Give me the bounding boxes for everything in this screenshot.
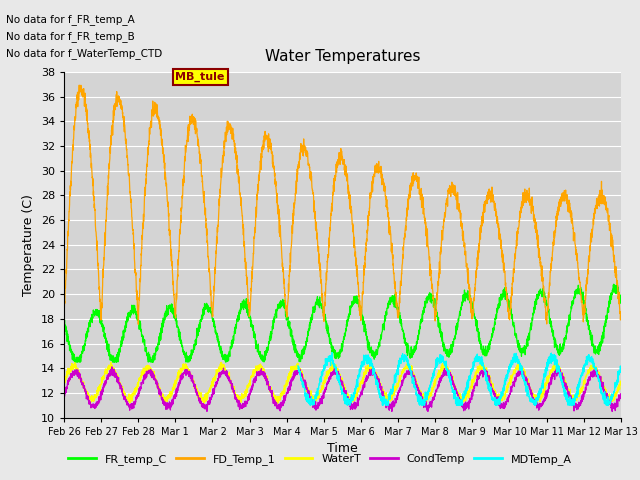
Line: WaterT: WaterT: [64, 361, 621, 404]
FR_temp_C: [298, 356, 306, 362]
FR_temp_C: [274, 302, 282, 308]
FD_Temp_1: [617, 316, 625, 322]
WaterT: [298, 369, 306, 374]
WaterT: [606, 396, 614, 402]
MDTemp_A: [617, 366, 625, 372]
CondTemp: [518, 363, 525, 369]
FD_Temp_1: [157, 132, 164, 137]
WaterT: [157, 390, 164, 396]
WaterT: [547, 368, 554, 373]
FD_Temp_1: [76, 82, 83, 88]
Line: FR_temp_C: FR_temp_C: [64, 284, 621, 362]
FD_Temp_1: [60, 314, 68, 320]
Title: Water Temperatures: Water Temperatures: [265, 49, 420, 64]
FD_Temp_1: [547, 269, 554, 275]
FR_temp_C: [71, 359, 79, 365]
Line: FD_Temp_1: FD_Temp_1: [64, 85, 621, 324]
Text: No data for f_FR_temp_B: No data for f_FR_temp_B: [6, 31, 135, 42]
CondTemp: [60, 390, 68, 396]
WaterT: [60, 382, 68, 388]
FR_temp_C: [124, 313, 132, 319]
WaterT: [477, 358, 485, 364]
MDTemp_A: [546, 353, 554, 359]
FD_Temp_1: [134, 322, 142, 327]
FR_temp_C: [606, 295, 614, 301]
FD_Temp_1: [298, 144, 306, 149]
FR_temp_C: [546, 316, 554, 322]
FD_Temp_1: [274, 207, 282, 213]
MDTemp_A: [298, 378, 305, 384]
Y-axis label: Temperature (C): Temperature (C): [22, 194, 35, 296]
CondTemp: [124, 398, 131, 404]
CondTemp: [617, 393, 625, 399]
WaterT: [272, 401, 280, 407]
Line: MDTemp_A: MDTemp_A: [298, 352, 621, 405]
FD_Temp_1: [124, 160, 132, 166]
CondTemp: [157, 390, 164, 396]
Text: MB_tule: MB_tule: [175, 72, 225, 82]
FR_temp_C: [617, 300, 625, 306]
Legend: FR_temp_C, FD_Temp_1, WaterT, CondTemp, MDTemp_A: FR_temp_C, FD_Temp_1, WaterT, CondTemp, …: [64, 450, 576, 469]
X-axis label: Time: Time: [327, 442, 358, 455]
CondTemp: [547, 379, 554, 385]
WaterT: [274, 395, 282, 401]
FD_Temp_1: [606, 224, 614, 229]
Text: No data for f_WaterTemp_CTD: No data for f_WaterTemp_CTD: [6, 48, 163, 59]
WaterT: [124, 396, 131, 402]
CondTemp: [298, 373, 306, 379]
FR_temp_C: [60, 324, 68, 330]
Text: No data for f_FR_temp_A: No data for f_FR_temp_A: [6, 14, 135, 25]
FR_temp_C: [157, 337, 164, 343]
CondTemp: [274, 405, 282, 410]
Line: CondTemp: CondTemp: [64, 366, 621, 411]
WaterT: [617, 379, 625, 384]
CondTemp: [203, 408, 211, 414]
FR_temp_C: [610, 281, 618, 287]
MDTemp_A: [606, 399, 614, 405]
CondTemp: [606, 400, 614, 406]
